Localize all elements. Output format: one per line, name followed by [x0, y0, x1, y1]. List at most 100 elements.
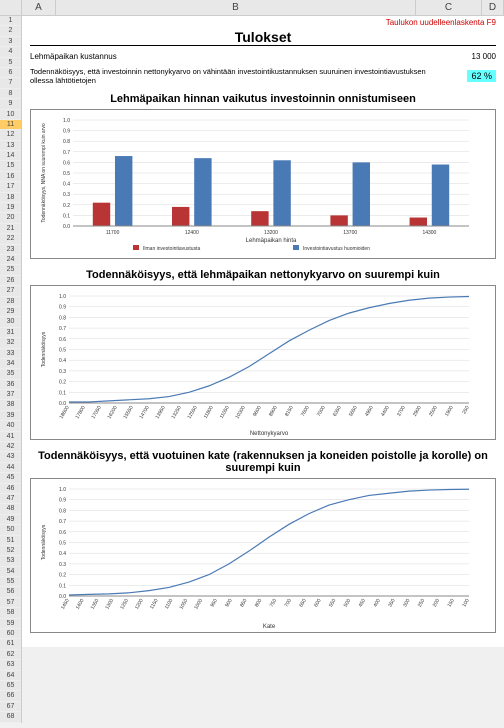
svg-text:0.6: 0.6	[59, 530, 66, 536]
chart3-box: 0.00.10.20.30.40.50.60.70.80.91.01450140…	[30, 478, 496, 633]
svg-text:12400: 12400	[185, 230, 199, 236]
svg-text:300: 300	[402, 598, 411, 608]
svg-text:0.7: 0.7	[59, 326, 66, 332]
svg-text:0.4: 0.4	[59, 358, 66, 364]
page-title: Tulokset	[30, 29, 496, 46]
chart3-svg: 0.00.10.20.30.40.50.60.70.80.91.01450140…	[35, 485, 475, 630]
chart1-box: 0.00.10.20.30.40.50.60.70.80.91.01170012…	[30, 109, 496, 259]
svg-text:2900: 2900	[412, 405, 423, 418]
svg-text:1050: 1050	[178, 598, 189, 611]
svg-text:Ilman investointiavustusta: Ilman investointiavustusta	[143, 246, 200, 252]
svg-text:150: 150	[447, 598, 456, 608]
chart1-svg: 0.00.10.20.30.40.50.60.70.80.91.01170012…	[35, 116, 475, 256]
svg-text:0.9: 0.9	[63, 129, 70, 135]
svg-text:18600: 18600	[59, 405, 71, 420]
svg-text:0.5: 0.5	[63, 171, 70, 177]
svg-text:0.7: 0.7	[59, 519, 66, 525]
svg-text:13200: 13200	[264, 230, 278, 236]
svg-text:17050: 17050	[91, 405, 103, 420]
svg-text:0.1: 0.1	[63, 213, 70, 219]
svg-text:1.0: 1.0	[59, 487, 66, 493]
spreadsheet: ABCD 12345678910111213141516171819202122…	[0, 0, 504, 647]
svg-text:16200: 16200	[107, 405, 119, 420]
svg-text:0.9: 0.9	[59, 498, 66, 504]
sheet-content: Taulukon uudelleenlaskenta F9 Tulokset L…	[22, 16, 504, 647]
svg-text:0.6: 0.6	[59, 337, 66, 343]
svg-text:13950: 13950	[155, 405, 167, 420]
svg-text:Todennäköisyys: Todennäköisyys	[41, 331, 47, 367]
svg-text:1900: 1900	[444, 405, 455, 418]
svg-text:17800: 17800	[75, 405, 87, 420]
svg-text:1250: 1250	[119, 598, 130, 611]
svg-text:Todennäköisyys: Todennäköisyys	[41, 524, 47, 560]
prob-value: 62 %	[467, 70, 496, 82]
svg-text:0.1: 0.1	[59, 390, 66, 396]
svg-text:1200: 1200	[134, 598, 145, 611]
chart2-title: Todennäköisyys, että lehmäpaikan nettony…	[30, 269, 496, 281]
svg-text:250: 250	[417, 598, 426, 608]
svg-text:0.3: 0.3	[59, 562, 66, 568]
svg-text:8900: 8900	[268, 405, 279, 418]
svg-text:Lehmäpaikan hinta: Lehmäpaikan hinta	[246, 238, 297, 244]
svg-text:0.9: 0.9	[59, 305, 66, 311]
svg-text:1150: 1150	[149, 598, 160, 611]
svg-text:0.2: 0.2	[63, 203, 70, 209]
svg-text:550: 550	[328, 598, 337, 608]
svg-text:1100: 1100	[164, 598, 175, 611]
svg-text:500: 500	[343, 598, 352, 608]
svg-text:0.2: 0.2	[59, 573, 66, 579]
svg-text:0.0: 0.0	[63, 224, 70, 230]
svg-text:12550: 12550	[187, 405, 199, 420]
svg-text:0.1: 0.1	[59, 583, 66, 589]
svg-text:13700: 13700	[343, 230, 357, 236]
chart3-title: Todennäköisyys, että vuotuinen kate (rak…	[30, 450, 496, 474]
svg-text:0.6: 0.6	[63, 160, 70, 166]
svg-text:950: 950	[210, 598, 219, 608]
svg-text:250: 250	[461, 405, 470, 415]
svg-text:1300: 1300	[104, 598, 115, 611]
svg-text:0.8: 0.8	[59, 508, 66, 514]
svg-text:1400: 1400	[75, 598, 86, 611]
svg-text:7000: 7000	[316, 405, 327, 418]
svg-text:4950: 4950	[364, 405, 375, 418]
svg-text:800: 800	[254, 598, 263, 608]
svg-text:Todennäköisyys, NNA on suuremp: Todennäköisyys, NNA on suurempi kuin arv…	[41, 123, 47, 222]
svg-text:3700: 3700	[396, 405, 407, 418]
chart2-box: 0.00.10.20.30.40.50.60.70.80.91.01860017…	[30, 285, 496, 440]
svg-text:13250: 13250	[171, 405, 183, 420]
svg-text:0.4: 0.4	[63, 182, 70, 188]
prob-label: Todennäköisyys, että investoinnin netton…	[30, 67, 446, 85]
svg-text:1.0: 1.0	[63, 118, 70, 124]
svg-text:0.7: 0.7	[63, 150, 70, 156]
svg-text:0.3: 0.3	[59, 369, 66, 375]
svg-text:6350: 6350	[332, 405, 343, 418]
chart2-svg: 0.00.10.20.30.40.50.60.70.80.91.01860017…	[35, 292, 475, 437]
svg-text:9600: 9600	[252, 405, 263, 418]
svg-text:200: 200	[432, 598, 441, 608]
column-headers: ABCD	[0, 0, 504, 16]
svg-text:7600: 7600	[300, 405, 311, 418]
svg-text:350: 350	[387, 598, 396, 608]
svg-text:900: 900	[224, 598, 233, 608]
chart1-title: Lehmäpaikan hinnan vaikutus investoinnin…	[30, 93, 496, 105]
row-headers: 1234567891011121314151617181920212223242…	[0, 16, 22, 723]
svg-text:700: 700	[284, 598, 293, 608]
svg-text:1.0: 1.0	[59, 294, 66, 300]
svg-text:650: 650	[298, 598, 307, 608]
svg-text:11050: 11050	[219, 405, 231, 420]
svg-text:0.4: 0.4	[59, 551, 66, 557]
cost-value: 13 000	[446, 52, 496, 61]
svg-text:1350: 1350	[90, 598, 101, 611]
svg-text:15550: 15550	[123, 405, 135, 420]
svg-text:Investointiavustus huomioiden: Investointiavustus huomioiden	[303, 246, 370, 252]
svg-text:400: 400	[372, 598, 381, 608]
svg-text:11700: 11700	[106, 230, 120, 236]
svg-text:0.5: 0.5	[59, 348, 66, 354]
svg-text:0.5: 0.5	[59, 541, 66, 547]
svg-text:5650: 5650	[348, 405, 359, 418]
svg-text:Nettonykyarvo: Nettonykyarvo	[250, 431, 289, 437]
svg-text:0.3: 0.3	[63, 192, 70, 198]
svg-text:1000: 1000	[193, 598, 204, 611]
svg-text:750: 750	[269, 598, 278, 608]
svg-text:Kate: Kate	[263, 624, 276, 630]
